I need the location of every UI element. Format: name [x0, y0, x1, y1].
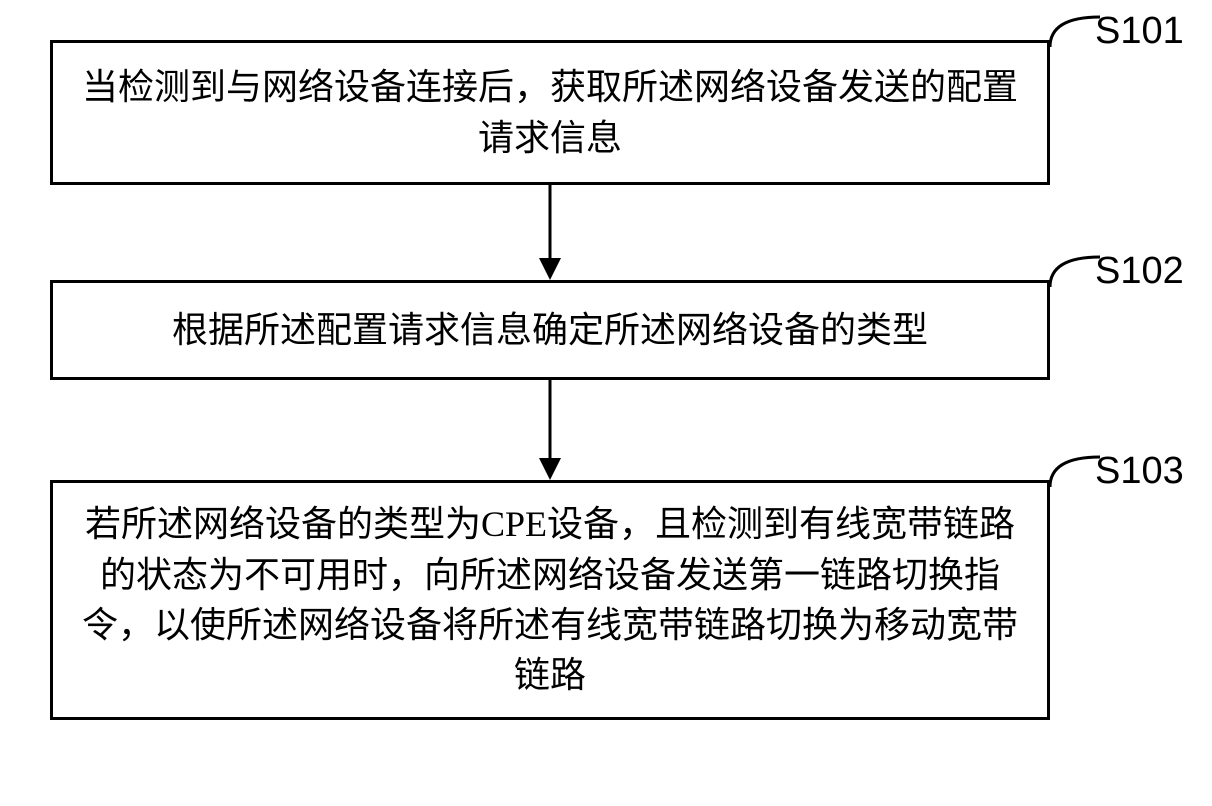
flowchart-canvas: 当检测到与网络设备连接后，获取所述网络设备发送的配置请求信息 S101 根据所述…	[0, 0, 1212, 806]
step-box-s101: 当检测到与网络设备连接后，获取所述网络设备发送的配置请求信息	[50, 40, 1050, 185]
step-text-s101: 当检测到与网络设备连接后，获取所述网络设备发送的配置请求信息	[73, 62, 1027, 163]
step-label-s102: S102	[1095, 250, 1184, 293]
step-label-s101: S101	[1095, 10, 1184, 53]
step-label-s103: S103	[1095, 450, 1184, 493]
arrow-s101-s102	[530, 185, 570, 280]
step-text-s103: 若所述网络设备的类型为CPE设备，且检测到有线宽带链路的状态为不可用时，向所述网…	[73, 499, 1027, 701]
step-box-s103: 若所述网络设备的类型为CPE设备，且检测到有线宽带链路的状态为不可用时，向所述网…	[50, 480, 1050, 720]
step-text-s102: 根据所述配置请求信息确定所述网络设备的类型	[172, 305, 928, 355]
arrow-s102-s103	[530, 380, 570, 480]
step-box-s102: 根据所述配置请求信息确定所述网络设备的类型	[50, 280, 1050, 380]
